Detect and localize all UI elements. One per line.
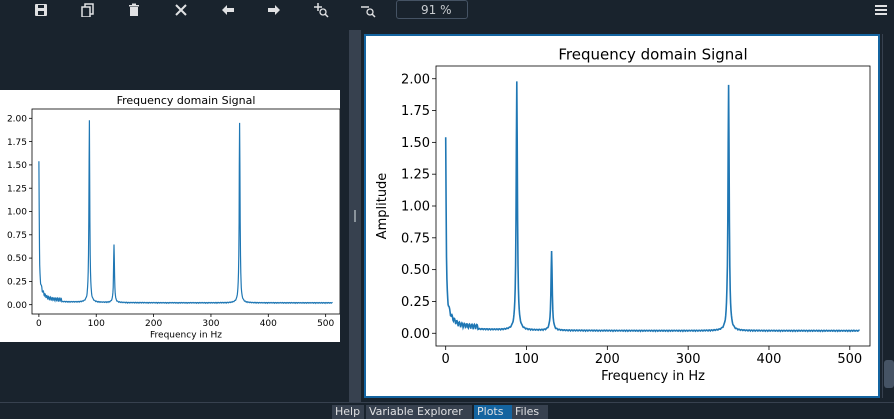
options-menu-button[interactable] <box>870 0 892 20</box>
y-tick-label: 0.75 <box>401 231 430 246</box>
x-tick-label: 300 <box>676 352 701 367</box>
y-tick-label: 0.00 <box>7 301 27 311</box>
y-tick-label: 0.25 <box>7 278 27 288</box>
chart-background <box>366 36 878 396</box>
y-tick-label: 1.50 <box>7 161 27 171</box>
main-chart: 0 100 200 300 400 500 0.00 0.25 0.50 0.75 1.00 1.25… <box>366 36 878 396</box>
plots-toolbar: 91 % <box>0 0 894 22</box>
zoom-out-button[interactable] <box>357 0 379 20</box>
y-tick-label: 1.25 <box>401 168 430 183</box>
y-tick-label: 0.50 <box>401 263 430 278</box>
save-plot-button[interactable] <box>30 0 52 20</box>
pane-splitter[interactable] <box>349 30 361 402</box>
next-plot-icon <box>268 5 280 15</box>
x-tick-label: 500 <box>837 352 862 367</box>
chart-title: Frequency domain Signal <box>117 94 256 107</box>
tab-plots[interactable]: Plots <box>474 405 512 419</box>
x-tick-label: 0 <box>442 352 450 367</box>
y-tick-label: 2.00 <box>401 72 430 87</box>
save-plot-icon <box>35 4 47 16</box>
next-plot-button[interactable] <box>263 0 285 20</box>
tab-variable-explorer[interactable]: Variable Explorer <box>366 405 472 419</box>
copy-plot-button[interactable] <box>77 0 99 20</box>
y-tick-label: 2.00 <box>7 114 27 124</box>
delete-all-plots-icon <box>175 4 187 16</box>
zoom-level-field[interactable]: 91 % <box>396 0 468 19</box>
main-plot-frame[interactable]: 0 100 200 300 400 500 0.00 0.25 0.50 0.75 1.00 1.25… <box>364 34 880 398</box>
x-tick-label: 300 <box>202 319 219 329</box>
y-tick-label: 1.75 <box>401 104 430 119</box>
y-axis-label: Amplitude <box>375 173 390 240</box>
x-axis-label: Frequency in Hz <box>150 331 222 341</box>
delete-all-plots-button[interactable] <box>170 0 192 20</box>
previous-plot-button[interactable] <box>217 0 239 20</box>
zoom-in-icon <box>314 3 329 18</box>
series-line <box>444 81 860 333</box>
plot-scrollbar[interactable] <box>882 34 894 398</box>
zoom-out-icon <box>361 6 376 18</box>
chart-title: Frequency domain Signal <box>558 45 747 63</box>
copy-plot-icon <box>81 3 94 17</box>
x-axis-label: Frequency in Hz <box>601 369 705 384</box>
y-tick-label: 0.25 <box>401 295 430 310</box>
scrollbar-thumb[interactable] <box>884 360 894 388</box>
y-tick-label: 0.00 <box>401 327 430 342</box>
x-tick-label: 100 <box>88 319 105 329</box>
y-tick-label: 1.00 <box>401 200 430 215</box>
y-tick-label: 0.75 <box>7 231 27 241</box>
delete-plot-icon <box>129 3 139 16</box>
y-tick-label: 1.50 <box>401 136 430 151</box>
previous-plot-icon <box>222 5 234 15</box>
x-tick-label: 100 <box>514 352 539 367</box>
zoom-in-button[interactable] <box>310 0 332 20</box>
delete-plot-button[interactable] <box>123 0 145 20</box>
x-tick-label: 200 <box>145 319 162 329</box>
x-tick-label: 400 <box>757 352 782 367</box>
thumbnail-chart: 0 100 200 300 400 500 0.00 0.25 0.50 0.75 1.00 1.25… <box>0 90 341 342</box>
x-tick-label: 0 <box>36 319 42 329</box>
plot-thumbnail[interactable]: 0 100 200 300 400 500 0.00 0.25 0.50 0.75 1.00 1.25… <box>0 90 341 342</box>
hamburger-menu-icon <box>875 5 887 15</box>
x-tick-label: 400 <box>260 319 277 329</box>
chart-background <box>0 90 340 342</box>
y-tick-label: 1.00 <box>7 208 27 218</box>
y-tick-label: 1.25 <box>7 184 27 194</box>
tab-help[interactable]: Help <box>332 405 364 419</box>
tab-files[interactable]: Files <box>512 405 548 419</box>
y-tick-label: 1.75 <box>7 138 27 148</box>
x-tick-label: 500 <box>317 319 334 329</box>
x-tick-label: 200 <box>595 352 620 367</box>
series-line <box>38 120 333 305</box>
splitter-grip <box>354 210 356 222</box>
y-tick-label: 0.50 <box>7 254 27 264</box>
